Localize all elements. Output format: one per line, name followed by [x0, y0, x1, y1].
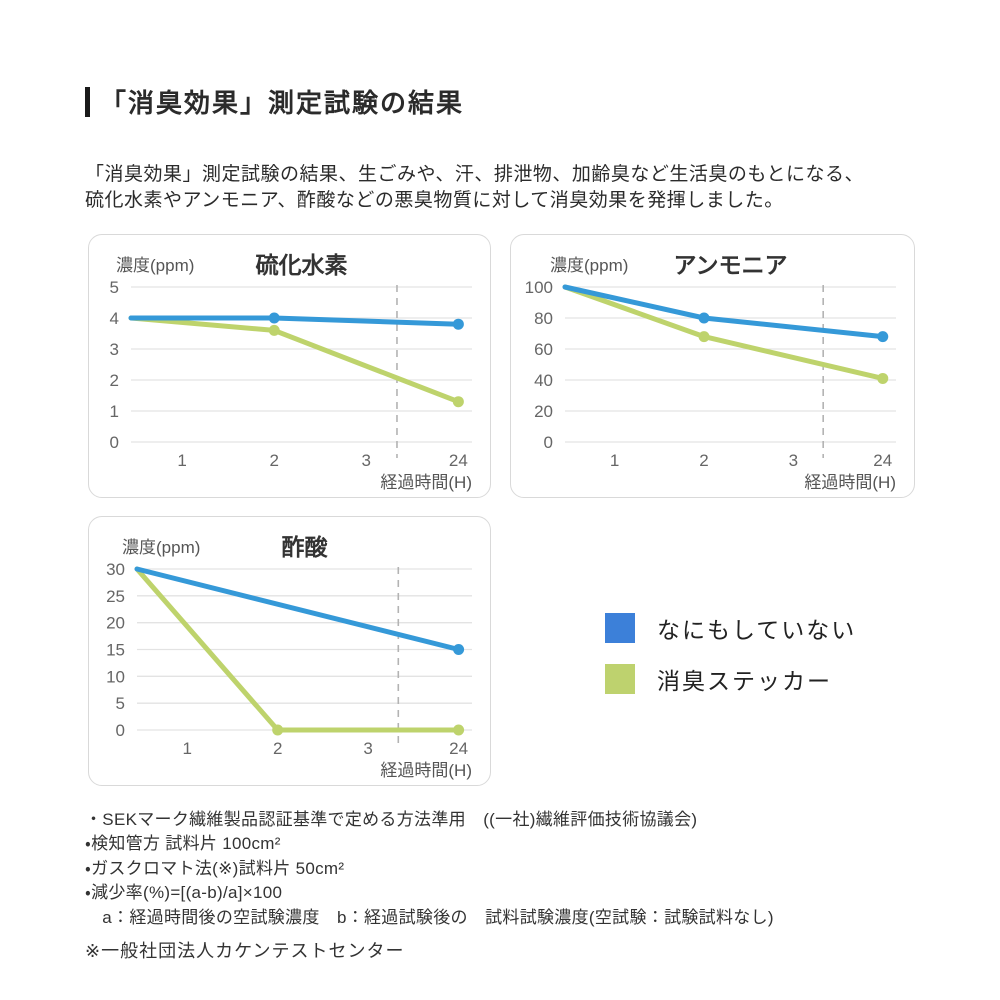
y-axis-unit-label: 濃度(ppm): [550, 256, 628, 275]
data-point-dot: [452, 396, 464, 408]
y-tick-label: 0: [544, 433, 553, 452]
y-tick-label: 1: [110, 402, 119, 421]
x-tick-label: 1: [177, 451, 186, 470]
chart-title: アンモニア: [673, 252, 787, 278]
data-point-dot: [698, 312, 710, 324]
x-tick-label: 3: [362, 451, 371, 470]
y-tick-label: 80: [534, 309, 553, 328]
y-tick-label: 40: [534, 371, 553, 390]
y-tick-label: 0: [116, 721, 125, 740]
y-axis-unit-label: 濃度(ppm): [116, 256, 194, 275]
y-tick-label: 60: [534, 340, 553, 359]
y-tick-label: 2: [110, 371, 119, 390]
x-axis-label: 経過時間(H): [380, 761, 472, 780]
description-line-2: 硫化水素やアンモニア、酢酸などの悪臭物質に対して消臭効果を発揮しました。: [85, 190, 784, 212]
chart-panel-acetic-acid: 0 5 10 15 20 25 30 1 2 3 24 濃度(ppm) 酢酸経過時間(H): [88, 516, 491, 786]
legend-label: 消臭ステッカー: [657, 668, 832, 694]
x-tick-label: 2: [273, 739, 282, 758]
chart-title: 硫化水素: [256, 252, 348, 278]
chart-panel-hydrogen-sulfide: 0 1 2 3 4 5 1 2 3 24 濃度(ppm) 硫化水素経過時間(H): [88, 234, 491, 498]
x-tick-label: 24: [449, 451, 468, 470]
y-tick-label: 20: [534, 402, 553, 421]
x-tick-label: 1: [610, 451, 619, 470]
description-paragraph: 「消臭効果」測定試験の結果、生ごみや、汗、排泄物、加齢臭など生活臭のもとになる、…: [85, 162, 945, 214]
data-point-dot: [877, 331, 889, 343]
footnote-line: ・SEKマーク繊維製品認証基準で定める方法準用 ((一社)繊維評価技術協議会): [85, 810, 698, 829]
footnotes: ・SEKマーク繊維製品認証基準で定める方法準用 ((一社)繊維評価技術協議会) …: [85, 808, 774, 930]
y-tick-label: 3: [110, 340, 119, 359]
page-title: 「消臭効果」測定試験の結果: [100, 88, 465, 118]
y-tick-label: 10: [106, 667, 125, 686]
footnote-line: ・検知管方 試料片 100cm²: [85, 834, 281, 854]
data-point-dot: [453, 724, 465, 736]
x-axis-label: 経過時間(H): [380, 473, 472, 492]
description-line-1: 「消臭効果」測定試験の結果、生ごみや、汗、排泄物、加齢臭など生活臭のもとになる、: [85, 164, 865, 185]
legend-swatch-green: [605, 664, 635, 694]
source-note: ※一般社団法人カケンテストセンター: [85, 941, 405, 961]
chart-legend: なにもしていない 消臭ステッカー: [605, 611, 856, 696]
y-tick-label: 15: [106, 641, 125, 660]
y-tick-label: 5: [116, 694, 125, 713]
chart-panel-ammonia: 0 20 40 60 80 100 1 2 3 24 濃度(ppm) アンモニア経過時間(H): [510, 234, 915, 498]
x-tick-label: 2: [699, 451, 708, 470]
y-tick-label: 20: [106, 614, 125, 633]
data-point-dot: [453, 644, 465, 655]
y-tick-label: 100: [525, 278, 553, 297]
data-point-dot: [698, 331, 710, 343]
series-line: [562, 284, 886, 340]
data-point-dot: [268, 312, 280, 324]
x-tick-label: 2: [269, 451, 278, 470]
y-tick-label: 25: [106, 587, 125, 606]
series-line: [128, 315, 461, 405]
y-tick-label: 4: [110, 309, 119, 328]
legend-item: 消臭ステッカー: [605, 662, 856, 696]
data-point-dot: [452, 318, 464, 330]
x-tick-label: 3: [363, 739, 372, 758]
chart-title: 酢酸: [282, 534, 329, 560]
data-point-dot: [877, 372, 889, 384]
data-point-dot: [268, 324, 280, 336]
title-accent-bar: [85, 86, 90, 117]
page-title-row: 「消臭効果」測定試験の結果: [85, 83, 464, 120]
footnote-line: a：経過時間後の空試験濃度 b：経過試験後の 試料試験濃度(空試験：試験試料なし…: [85, 907, 774, 927]
x-tick-label: 24: [449, 739, 468, 758]
series-line: [134, 566, 462, 652]
footnote-line: ・ガスクロマト法(※)試料片 50cm²: [85, 858, 345, 878]
y-tick-label: 30: [106, 560, 125, 579]
x-tick-label: 1: [183, 739, 192, 758]
y-tick-label: 0: [110, 433, 119, 452]
x-tick-label: 3: [789, 451, 798, 470]
legend-label: なにもしていない: [657, 617, 857, 643]
x-axis-label: 経過時間(H): [804, 473, 896, 492]
legend-swatch-blue: [605, 613, 635, 643]
legend-item: なにもしていない: [605, 611, 856, 645]
data-point-dot: [272, 724, 284, 736]
y-axis-unit-label: 濃度(ppm): [122, 538, 200, 557]
x-tick-label: 24: [873, 451, 892, 470]
y-tick-label: 5: [110, 278, 119, 297]
footnote-line: ・減少率(%)=[(a-b)/a]×100: [85, 883, 283, 903]
